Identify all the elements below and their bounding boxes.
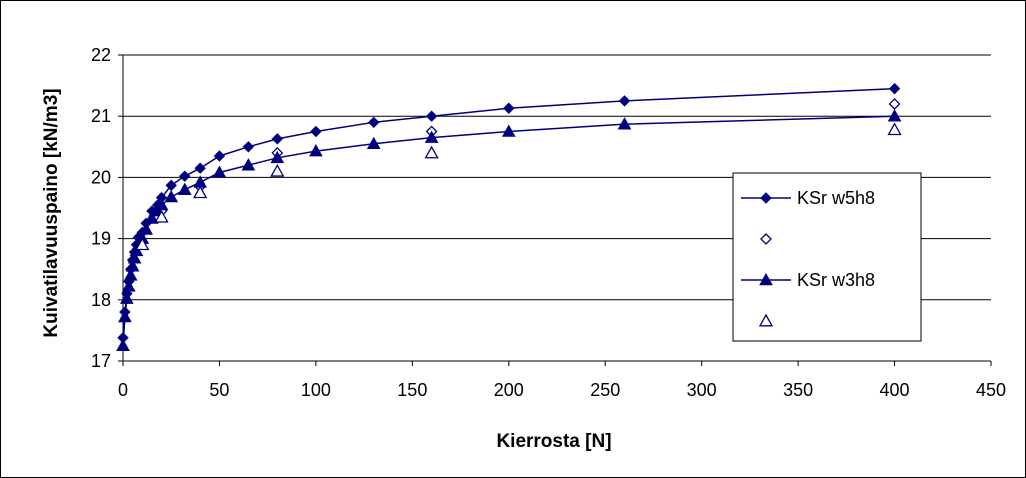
data-point [309, 144, 323, 157]
y-tick-label: 21 [91, 106, 111, 126]
data-point [193, 185, 208, 199]
data-point [154, 209, 169, 223]
y-tick-label: 18 [91, 290, 111, 310]
y-tick-label: 20 [91, 167, 111, 187]
data-point [121, 279, 136, 292]
data-point [424, 130, 439, 143]
legend-label: KSr w5h8 [797, 188, 875, 208]
x-tick-label: 200 [494, 380, 524, 400]
data-point [139, 222, 153, 235]
x-tick-label: 50 [209, 380, 229, 400]
data-point [617, 117, 632, 130]
data-point [887, 109, 902, 122]
legend-marker [758, 313, 774, 327]
data-point [179, 170, 191, 182]
plot-area: 17 18 19 20 21 22 0 50 100 150 200 250 300 350 400 450 [91, 45, 1006, 400]
data-point [503, 102, 515, 114]
y-tick-label: 17 [91, 351, 111, 371]
data-point [888, 98, 901, 110]
data-point [242, 141, 255, 153]
x-tick-label: 400 [880, 380, 910, 400]
series-3 [135, 122, 902, 251]
data-point [366, 136, 381, 150]
data-point [270, 163, 285, 177]
legend-label: KSr w3h8 [797, 270, 875, 290]
data-point [125, 259, 140, 272]
data-point [212, 165, 227, 178]
x-tick-label: 250 [590, 380, 620, 400]
data-point [213, 150, 226, 162]
data-point [618, 95, 631, 107]
data-point [116, 338, 130, 351]
legend-item: KSr w5h8 [741, 188, 875, 208]
series-2 [116, 109, 902, 351]
data-point [135, 237, 150, 251]
data-point [120, 291, 134, 304]
data-point [123, 268, 138, 281]
data-point [424, 145, 439, 159]
data-point [129, 243, 144, 257]
data-point [154, 197, 169, 211]
x-tick-label: 300 [687, 380, 717, 400]
data-point [118, 309, 132, 323]
data-point [194, 162, 206, 174]
legend: KSr w5h8 KSr w3h8 [732, 172, 922, 342]
legend-marker [760, 233, 772, 245]
x-tick-label: 350 [783, 380, 813, 400]
data-point [368, 116, 380, 129]
legend-item [760, 233, 772, 245]
legend-marker [760, 192, 772, 204]
legend-item [758, 313, 774, 327]
data-point [887, 122, 902, 136]
data-point [241, 158, 256, 171]
legend-item: KSr w3h8 [741, 270, 875, 290]
data-point [177, 182, 192, 195]
data-point [501, 124, 516, 137]
y-tick-label: 22 [91, 45, 111, 65]
y-tick-label: 19 [91, 229, 111, 249]
x-tick-label: 0 [118, 380, 128, 400]
data-point [888, 82, 901, 95]
x-axis-title: Kierrosta [N] [496, 431, 611, 452]
x-tick-label: 100 [301, 380, 331, 400]
data-point [270, 150, 285, 164]
x-tick-label: 450 [976, 380, 1006, 400]
data-point [127, 251, 142, 264]
data-point [271, 133, 284, 145]
legend-marker [759, 272, 773, 286]
data-point [310, 125, 322, 138]
data-point [164, 189, 179, 203]
data-point [425, 110, 438, 122]
x-tick-label: 150 [397, 380, 427, 400]
y-axis-title: Kuivatilavuuspaino [kN/m3] [41, 88, 62, 337]
data-point [145, 211, 159, 224]
